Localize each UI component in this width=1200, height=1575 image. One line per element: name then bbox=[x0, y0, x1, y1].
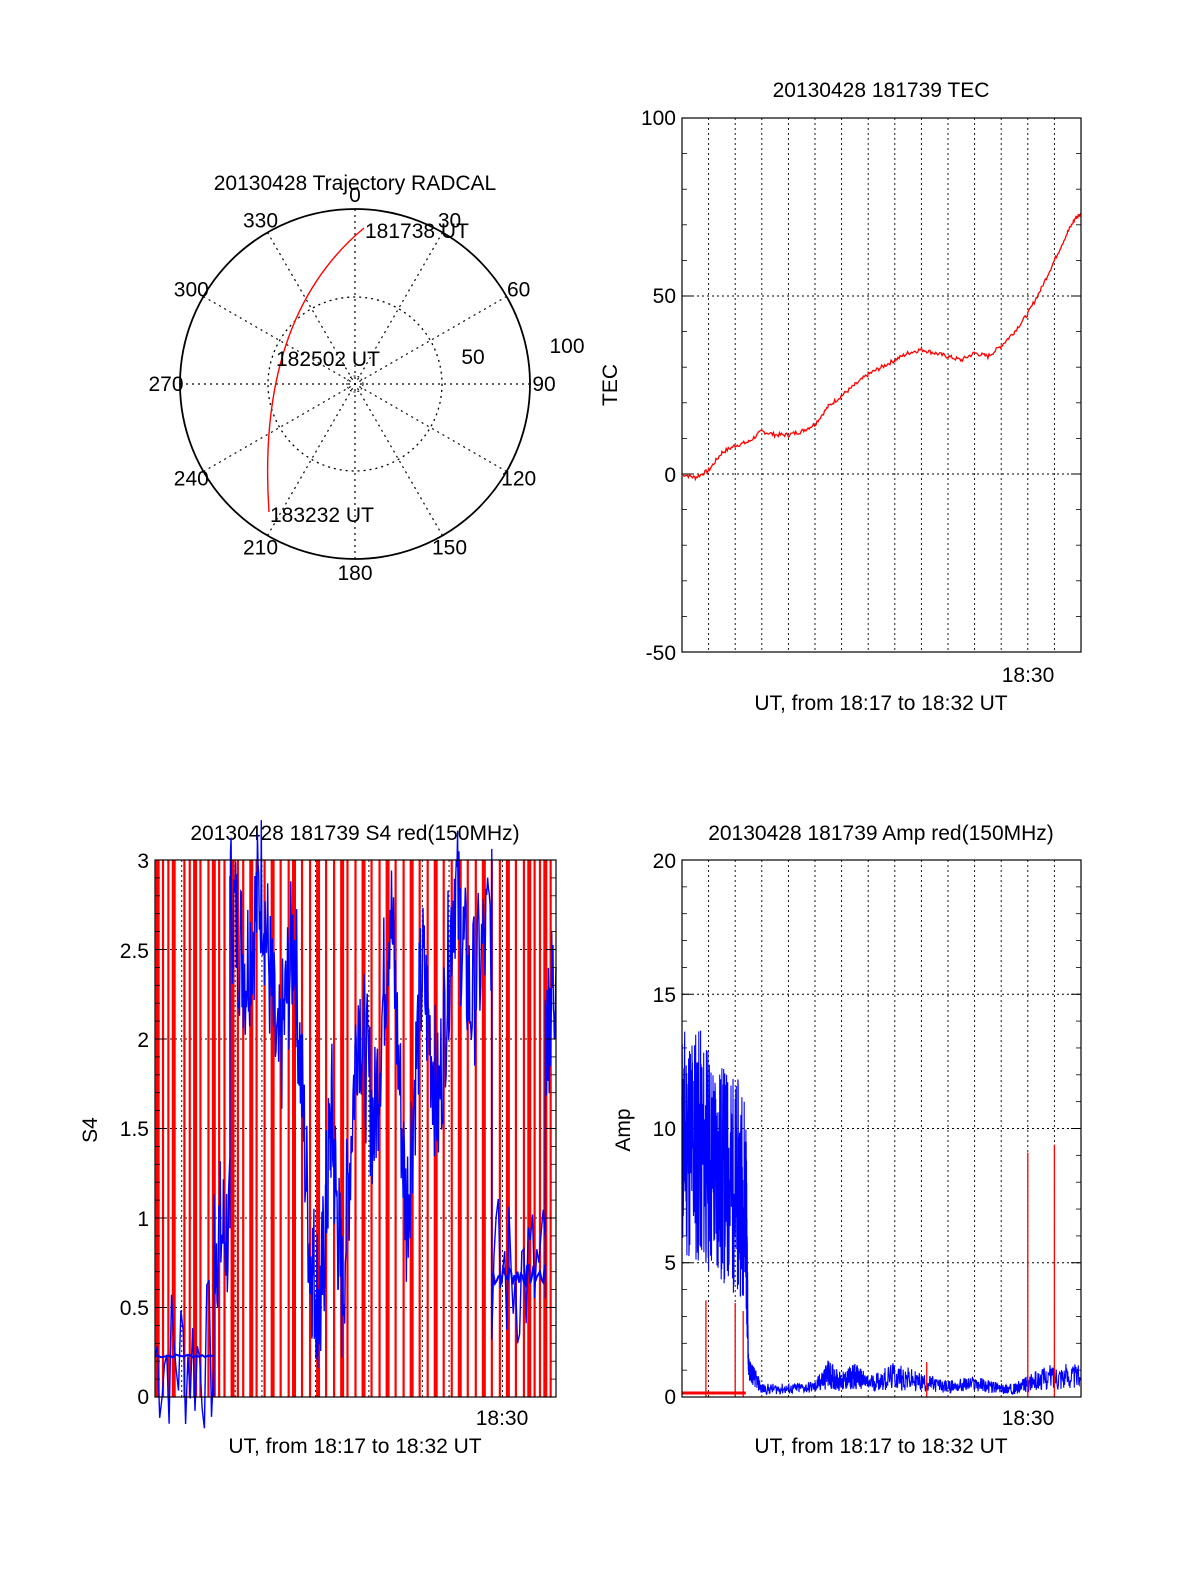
polar-azimuth-label-330: 330 bbox=[243, 209, 278, 232]
polar-title: 20130428 Trajectory RADCAL bbox=[214, 172, 497, 195]
polar-trajectory-plot: 20130428 Trajectory RADCAL 0 30 60 90 120 150… bbox=[148, 172, 584, 585]
polar-radial-label-100: 100 bbox=[549, 335, 584, 358]
trajectory-line bbox=[266, 227, 365, 513]
tec-ytick-0: 0 bbox=[664, 464, 676, 487]
amp-ytick-10: 10 bbox=[653, 1118, 676, 1141]
polar-azimuth-labels: 0 30 60 90 120 150 180 210 240 270 300 330 bbox=[148, 184, 555, 585]
amp-ytick-5: 5 bbox=[664, 1252, 676, 1275]
polar-azimuth-label-0: 0 bbox=[349, 184, 361, 207]
tec-xlabel: UT, from 18:17 to 18:32 UT bbox=[754, 692, 1007, 715]
amp-blue-line bbox=[681, 1030, 1082, 1396]
amp-plot-frame bbox=[681, 859, 1082, 1398]
polar-azimuth-label-120: 120 bbox=[501, 468, 536, 491]
polar-azimuth-label-180: 180 bbox=[337, 562, 372, 585]
polar-radial-label-50: 50 bbox=[461, 346, 484, 369]
tec-ylabel: TEC bbox=[599, 364, 622, 406]
polar-ring-inner bbox=[346, 375, 364, 393]
amp-series bbox=[681, 1030, 1082, 1397]
polar-azimuth-label-210: 210 bbox=[243, 537, 278, 560]
s4-title: 20130428 181739 S4 red(150MHz) bbox=[190, 822, 519, 845]
trajectory-start-label: 181738 UT bbox=[365, 220, 469, 243]
polar-spokes bbox=[180, 209, 530, 559]
amp-xlabel: UT, from 18:17 to 18:32 UT bbox=[754, 1435, 1007, 1458]
amp-plot: 20130428 181739 Amp red(150MHz) 20 15 10… bbox=[612, 822, 1082, 1458]
amp-ytick-20: 20 bbox=[653, 850, 676, 873]
trajectory-mid-label: 182502 UT bbox=[276, 348, 380, 371]
s4-ytick-2: 2 bbox=[137, 1029, 149, 1052]
tec-grid bbox=[682, 118, 1081, 652]
polar-azimuth-label-270: 270 bbox=[148, 373, 183, 396]
s4-ylabel: S4 bbox=[79, 1117, 102, 1143]
tec-ytick-50: 50 bbox=[653, 285, 676, 308]
polar-ring-50 bbox=[267, 296, 443, 472]
s4-ytick-1: 1 bbox=[137, 1208, 149, 1231]
polar-azimuth-label-300: 300 bbox=[174, 279, 209, 302]
s4-ytick-3: 3 bbox=[137, 850, 149, 873]
s4-ytick-0.5: 0.5 bbox=[120, 1297, 149, 1320]
s4-blue-line bbox=[154, 820, 557, 1429]
s4-plot: 20130428 181739 S4 red(150MHz) 3 2.5 2 1… bbox=[79, 820, 557, 1458]
tec-plot: 20130428 181739 TEC 100 50 0 -50 18:30 U… bbox=[599, 79, 1082, 715]
polar-azimuth-label-60: 60 bbox=[507, 279, 530, 302]
amp-ylabel: Amp bbox=[612, 1108, 635, 1151]
s4-blue-baseline-start bbox=[154, 1353, 214, 1359]
tec-xtick-1830: 18:30 bbox=[1002, 664, 1055, 687]
s4-plot-frame bbox=[154, 859, 557, 1398]
s4-ytick-0: 0 bbox=[137, 1386, 149, 1409]
tec-ytick-100: 100 bbox=[641, 107, 676, 130]
amp-xtick-1830: 18:30 bbox=[1002, 1407, 1055, 1430]
polar-spoke-150 bbox=[266, 232, 444, 536]
polar-azimuth-label-150: 150 bbox=[432, 537, 467, 560]
tec-series bbox=[682, 213, 1082, 482]
tec-line bbox=[682, 213, 1082, 482]
polar-azimuth-label-240: 240 bbox=[174, 468, 209, 491]
amp-title: 20130428 181739 Amp red(150MHz) bbox=[708, 822, 1054, 845]
tec-title: 20130428 181739 TEC bbox=[773, 79, 990, 102]
tec-ticks bbox=[682, 117, 1081, 653]
s4-ytick-1.5: 1.5 bbox=[120, 1118, 149, 1141]
amp-grid bbox=[682, 860, 1081, 1397]
amp-ytick-15: 15 bbox=[653, 984, 676, 1007]
s4-xlabel: UT, from 18:17 to 18:32 UT bbox=[228, 1435, 481, 1458]
tec-ytick--50: -50 bbox=[646, 642, 676, 665]
s4-xtick-1830: 18:30 bbox=[476, 1407, 529, 1430]
s4-series bbox=[154, 820, 557, 1429]
s4-blue-baseline-end bbox=[491, 1263, 547, 1289]
trajectory-end-label: 183232 UT bbox=[270, 504, 374, 527]
tec-plot-frame bbox=[681, 117, 1082, 653]
polar-azimuth-label-90: 90 bbox=[532, 373, 555, 396]
polar-azimuth-label-30: 30 bbox=[438, 209, 461, 232]
amp-ytick-0: 0 bbox=[664, 1386, 676, 1409]
s4-ytick-2.5: 2.5 bbox=[120, 940, 149, 963]
